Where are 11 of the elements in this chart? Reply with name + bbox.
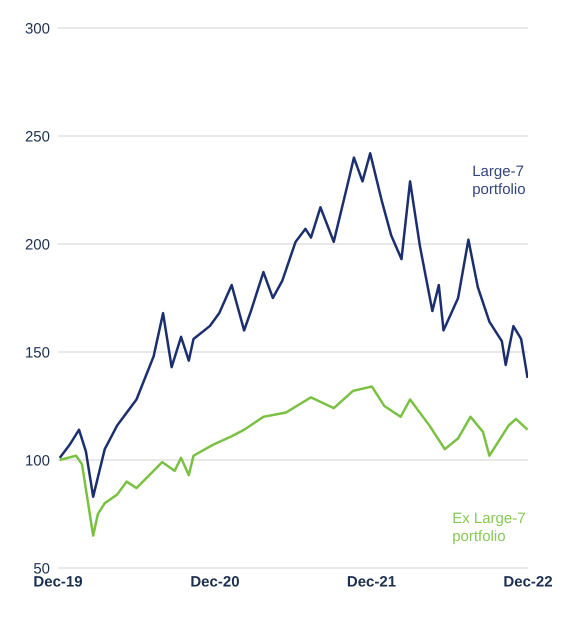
x-tick-label: Dec-20: [190, 574, 240, 591]
y-tick-label: 250: [24, 128, 50, 146]
line-series: [58, 152, 528, 498]
y-tick-label: 300: [24, 20, 50, 38]
x-tick-label: Dec-21: [346, 574, 396, 591]
y-tick-label: 150: [24, 344, 50, 362]
text: Ex Large-7 portfolio: [452, 510, 526, 546]
text: Large-7 portfolio: [472, 162, 526, 199]
x-tick-label: Dec-22: [503, 574, 553, 591]
y-tick-label: 100: [24, 452, 50, 470]
y-tick-label: 200: [24, 236, 50, 254]
